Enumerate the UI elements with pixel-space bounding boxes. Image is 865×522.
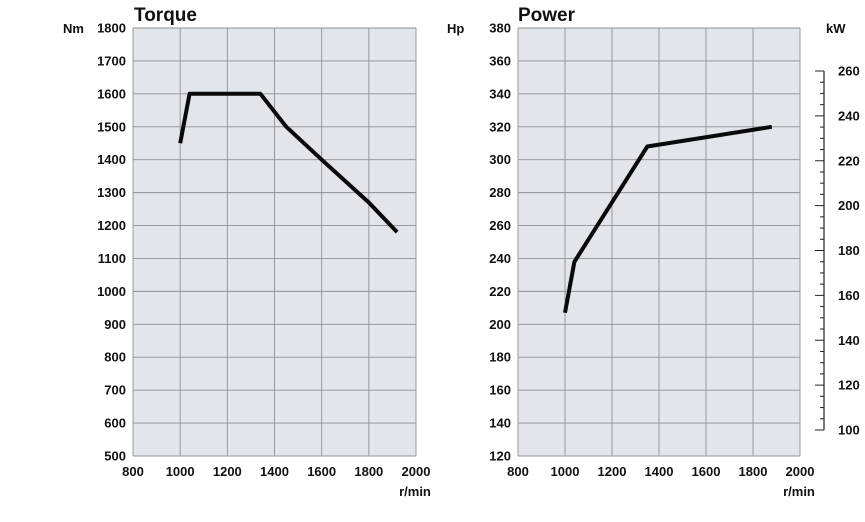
torque-y-tick-label: 900 xyxy=(104,317,126,332)
torque-y-tick-label: 1200 xyxy=(97,218,126,233)
power-y-tick-label: 380 xyxy=(489,21,511,36)
power-chart-title: Power xyxy=(518,5,576,26)
power-y-tick-label: 200 xyxy=(489,317,511,332)
power-right-y-tick-label: 100 xyxy=(838,423,860,438)
torque-y-tick-label: 600 xyxy=(104,416,126,431)
power-y-tick-label: 260 xyxy=(489,218,511,233)
torque-x-tick-label: 800 xyxy=(122,464,144,479)
power-y-tick-label: 280 xyxy=(489,185,511,200)
power-right-y-tick-label: 260 xyxy=(838,64,860,79)
torque-y-tick-label: 1300 xyxy=(97,185,126,200)
torque-x-tick-label: 1400 xyxy=(260,464,289,479)
power-x-tick-label: 2000 xyxy=(786,464,815,479)
torque-x-tick-label: 1800 xyxy=(354,464,383,479)
torque-x-tick-label: 1000 xyxy=(166,464,195,479)
torque-y-axis-label: Nm xyxy=(63,21,84,36)
torque-y-tick-label: 1000 xyxy=(97,284,126,299)
torque-x-tick-label: 1600 xyxy=(307,464,336,479)
power-y-tick-label: 320 xyxy=(489,119,511,134)
torque-series-line xyxy=(178,91,399,234)
torque-y-tick-label: 700 xyxy=(104,383,126,398)
torque-y-tick-label: 1800 xyxy=(97,21,126,36)
power-y-tick-label: 360 xyxy=(489,53,511,68)
power-series-line xyxy=(563,124,773,314)
torque-y-tick-label: 1400 xyxy=(97,152,126,167)
torque-x-axis-label: r/min xyxy=(399,484,431,499)
torque-y-tick-label: 800 xyxy=(104,350,126,365)
torque-x-tick-label: 2000 xyxy=(402,464,431,479)
power-y-tick-label: 160 xyxy=(489,383,511,398)
torque-y-tick-label: 1500 xyxy=(97,119,126,134)
power-right-y-tick-label: 180 xyxy=(838,243,860,258)
power-y-tick-label: 340 xyxy=(489,86,511,101)
power-y-tick-label: 140 xyxy=(489,416,511,431)
torque-y-tick-label: 500 xyxy=(104,449,126,464)
torque-x-tick-label: 1200 xyxy=(213,464,242,479)
power-chart: 120 140 160 180 200 220 240 260 280 300 320 340 360 3… xyxy=(447,5,860,499)
power-x-tick-label: 1800 xyxy=(739,464,768,479)
torque-chart: 500 600 700 800 900 1000 1100 1200 1300 1400 1500 1… xyxy=(63,5,431,499)
torque-y-tick-label: 1700 xyxy=(97,53,126,68)
power-y-tick-label: 240 xyxy=(489,251,511,266)
power-right-y-tick-label: 140 xyxy=(838,333,860,348)
power-y-tick-label: 220 xyxy=(489,284,511,299)
power-x-tick-label: 800 xyxy=(507,464,529,479)
power-x-tick-label: 1400 xyxy=(645,464,674,479)
torque-y-tick-label: 1600 xyxy=(97,86,126,101)
power-x-tick-label: 1000 xyxy=(551,464,580,479)
power-y-tick-label: 120 xyxy=(489,449,511,464)
power-right-y-tick-label: 240 xyxy=(838,108,860,123)
power-x-axis-label: r/min xyxy=(783,484,815,499)
power-right-y-tick-label: 160 xyxy=(838,288,860,303)
power-y-axis-label: Hp xyxy=(447,21,464,36)
power-right-y-tick-label: 220 xyxy=(838,153,860,168)
power-right-y-tick-label: 120 xyxy=(838,378,860,393)
torque-y-tick-label: 1100 xyxy=(98,251,126,266)
torque-chart-title: Torque xyxy=(134,5,197,26)
power-y-tick-label: 300 xyxy=(489,152,511,167)
power-y-tick-label: 180 xyxy=(489,350,511,365)
power-right-y-tick-label: 200 xyxy=(838,198,860,213)
power-x-tick-label: 1200 xyxy=(598,464,627,479)
power-x-tick-label: 1600 xyxy=(692,464,721,479)
power-right-axis-label: kW xyxy=(826,21,846,36)
